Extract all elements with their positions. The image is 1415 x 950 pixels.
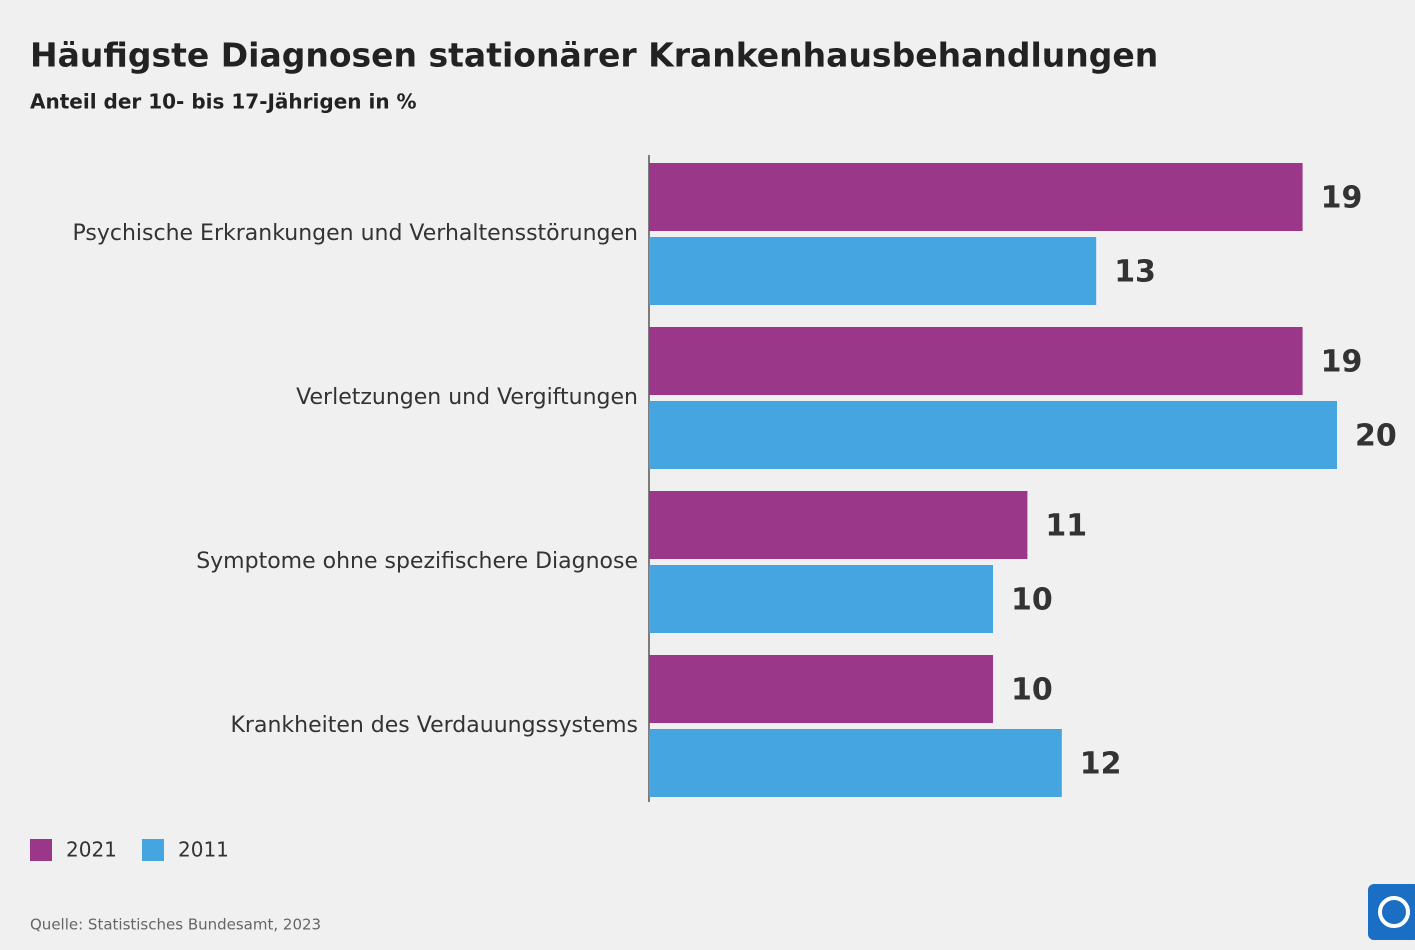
logo [1368, 884, 1415, 940]
bar [649, 327, 1303, 395]
category-label: Psychische Erkrankungen und Verhaltensst… [73, 221, 639, 246]
legend-label: 2021 [66, 838, 117, 862]
legend-label: 2011 [178, 838, 229, 862]
chart-subtitle: Anteil der 10- bis 17-Jährigen in % [30, 90, 417, 114]
bar [649, 163, 1303, 231]
value-label: 19 [1321, 345, 1363, 380]
bar [649, 565, 993, 633]
value-label: 11 [1045, 509, 1087, 544]
legend-swatch [142, 839, 164, 861]
chart-title: Häufigste Diagnosen stationärer Krankenh… [30, 36, 1158, 75]
category-label: Symptome ohne spezifischere Diagnose [196, 549, 638, 574]
value-label: 13 [1114, 255, 1156, 290]
value-label: 12 [1080, 747, 1122, 782]
legend-swatch [30, 839, 52, 861]
value-label: 19 [1321, 181, 1363, 216]
bar [649, 491, 1028, 559]
value-label: 20 [1355, 419, 1397, 454]
source: Quelle: Statistisches Bundesamt, 2023 [30, 916, 321, 934]
bar [649, 655, 993, 723]
bar [649, 237, 1097, 305]
bar [649, 401, 1337, 469]
value-label: 10 [1011, 583, 1053, 618]
category-label: Verletzungen und Vergiftungen [296, 385, 638, 410]
category-label: Krankheiten des Verdauungssystems [230, 713, 638, 738]
bar [649, 729, 1062, 797]
value-label: 10 [1011, 673, 1053, 708]
